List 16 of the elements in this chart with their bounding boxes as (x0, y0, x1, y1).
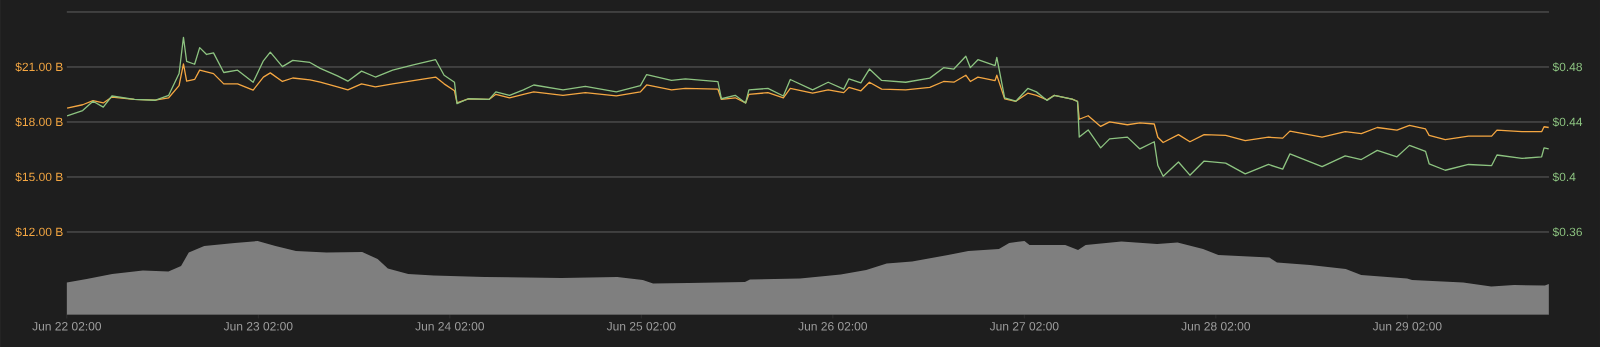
y2-tick-label: $0.36 (1552, 227, 1582, 237)
x-tick-label: Jun 26 02:00 (798, 322, 868, 331)
y2-tick-label: $0.44 (1552, 117, 1583, 127)
x-tick-label: Jun 28 02:00 (1181, 322, 1251, 331)
x-tick-label: Jun 22 02:00 (32, 322, 102, 331)
y-tick-label: $18.00 B (15, 117, 63, 127)
x-tick-label: Jun 29 02:00 (1372, 322, 1442, 331)
y-tick-label: $12.00 B (15, 227, 63, 237)
x-tick-label: Jun 23 02:00 (223, 322, 293, 331)
y2-tick-label: $0.4 (1552, 172, 1576, 182)
y-tick-label: $15.00 B (15, 172, 63, 182)
y2-tick-label: $0.48 (1552, 62, 1582, 72)
x-tick-label: Jun 25 02:00 (606, 322, 676, 331)
x-tick-label: Jun 27 02:00 (989, 322, 1059, 331)
x-tick-label: Jun 24 02:00 (415, 322, 485, 331)
y-tick-label: $21.00 B (15, 62, 63, 72)
